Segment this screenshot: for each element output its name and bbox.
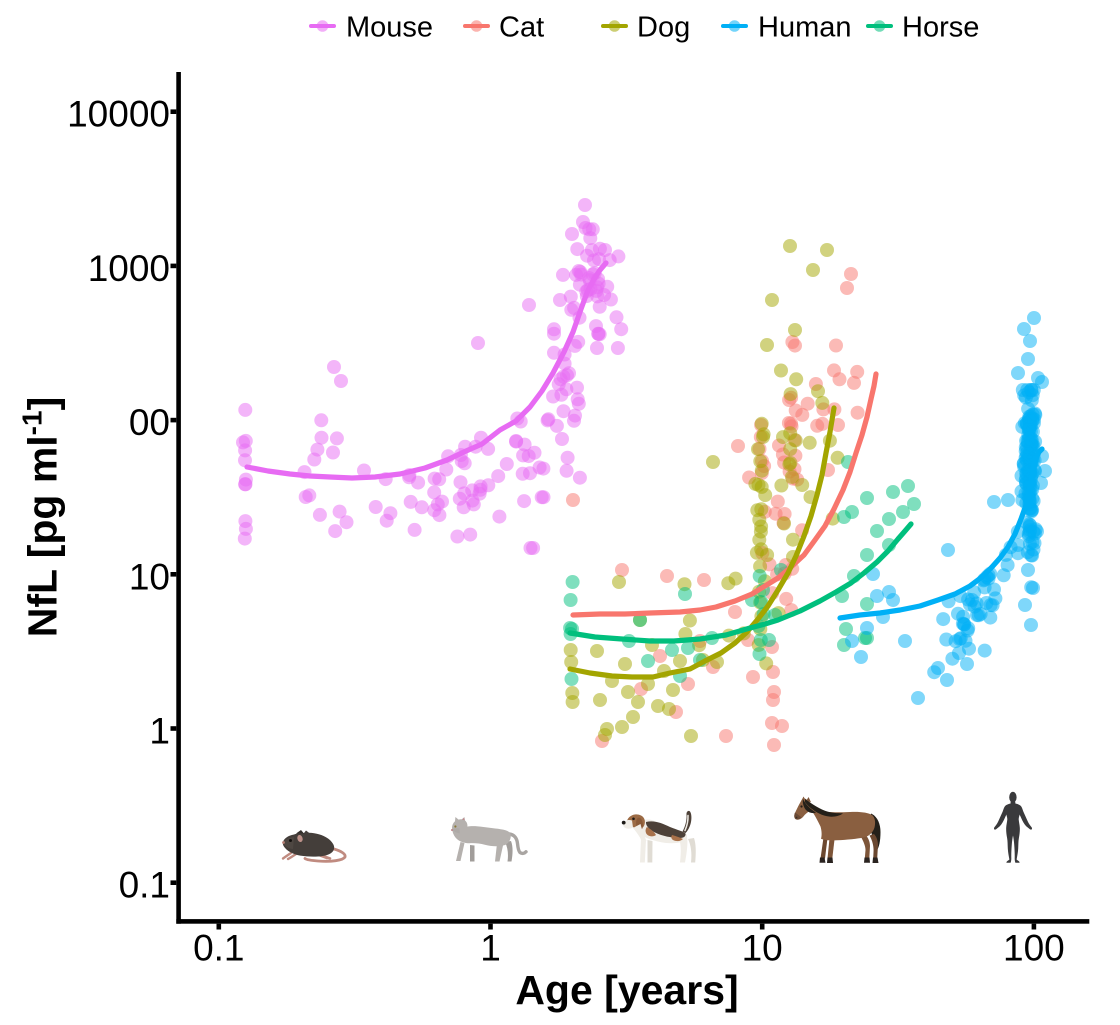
svg-text:0.1: 0.1 (193, 928, 244, 969)
svg-text:1000: 1000 (88, 248, 170, 289)
svg-text:NfL [pg ml-1]: NfL [pg ml-1] (17, 397, 66, 638)
svg-text:10: 10 (742, 928, 783, 969)
svg-text:Mouse: Mouse (346, 12, 433, 44)
svg-text:0.1: 0.1 (119, 865, 170, 906)
svg-text:100: 100 (1003, 928, 1065, 969)
svg-text:1: 1 (480, 928, 501, 969)
svg-text:00: 00 (129, 402, 170, 443)
svg-text:10: 10 (129, 556, 170, 597)
svg-text:Dog: Dog (637, 12, 690, 44)
svg-text:Cat: Cat (499, 12, 544, 44)
svg-text:Human: Human (758, 12, 852, 44)
svg-text:10000: 10000 (67, 94, 170, 135)
svg-text:Age [years]: Age [years] (515, 967, 738, 1013)
svg-text:1: 1 (149, 711, 170, 752)
svg-text:Horse: Horse (902, 12, 979, 44)
